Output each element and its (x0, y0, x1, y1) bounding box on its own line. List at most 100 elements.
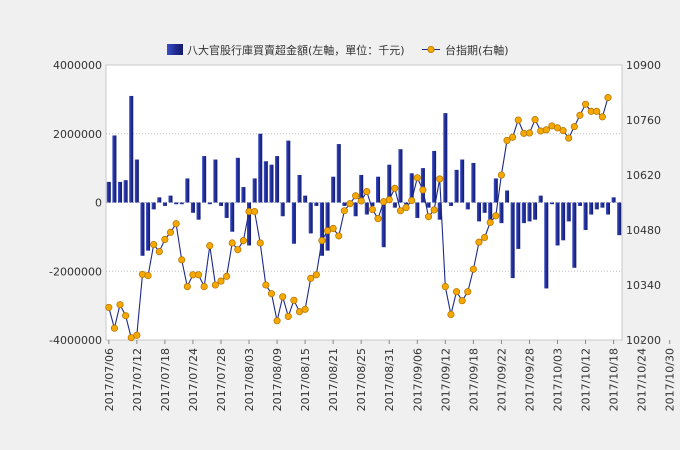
bar-32 (286, 140, 291, 203)
x-tick-8: 2017/08/21 (327, 348, 340, 411)
line-point-87 (593, 107, 601, 115)
bar-22 (230, 202, 235, 232)
bar-74 (521, 202, 526, 224)
bar-86 (589, 202, 594, 215)
line-point-84 (576, 111, 584, 119)
bar-91 (617, 202, 622, 236)
x-tick-15: 2017/09/28 (523, 348, 536, 411)
line-point-36 (307, 274, 315, 282)
x-tick-2: 2017/07/18 (159, 348, 172, 411)
line-point-12 (172, 220, 180, 228)
bar-77 (538, 195, 543, 203)
line-point-17 (200, 283, 208, 291)
line-point-48 (374, 215, 382, 223)
y-left-tick-4: -4000000 (49, 334, 102, 347)
line-point-18 (206, 242, 214, 250)
bar-21 (224, 202, 229, 218)
line-point-28 (262, 281, 270, 289)
bar-54 (409, 173, 414, 203)
line-point-32 (284, 312, 292, 320)
line-point-11 (166, 228, 175, 236)
line-point-60 (441, 283, 449, 291)
bar-45 (359, 175, 364, 203)
y-right-tick-2: 10620 (626, 169, 661, 182)
line-point-33 (290, 296, 298, 304)
x-tick-11: 2017/09/06 (411, 348, 424, 411)
bar-30 (275, 156, 280, 203)
line-point-38 (318, 237, 326, 245)
line-point-8 (150, 240, 158, 249)
bar-0 (106, 181, 111, 203)
bar-40 (331, 176, 336, 203)
line-point-67 (481, 233, 489, 242)
bar-17 (202, 156, 207, 203)
legend-label-bar: 八大官股行庫買賣超金額(左軸，單位：千元) (187, 43, 405, 57)
bar-81 (561, 202, 566, 241)
bar-57 (426, 202, 431, 208)
bar-61 (448, 202, 453, 206)
line-point-23 (234, 246, 242, 254)
bar-71 (505, 190, 510, 203)
line-point-68 (486, 218, 494, 227)
x-tick-18: 2017/10/18 (608, 348, 621, 411)
bar-14 (185, 178, 190, 203)
line-point-2 (116, 301, 124, 309)
bar-73 (516, 202, 521, 249)
line-point-43 (346, 200, 354, 208)
bar-1 (112, 135, 117, 203)
x-tick-6: 2017/08/09 (271, 348, 284, 411)
x-tick-5: 2017/08/03 (243, 348, 256, 411)
bar-56 (420, 168, 425, 203)
bar-49 (381, 202, 386, 248)
line-point-24 (239, 237, 247, 245)
bar-85 (583, 202, 588, 230)
line-point-19 (211, 281, 219, 289)
y-left-tick-2: 0 (95, 197, 102, 210)
bar-36 (308, 202, 313, 234)
bar-35 (303, 195, 308, 203)
bar-39 (325, 202, 330, 251)
bar-48 (376, 176, 381, 203)
bar-42 (342, 202, 347, 206)
legend-label-line: 台指期(右軸) (445, 43, 509, 57)
bar-70 (499, 202, 504, 224)
bar-20 (218, 202, 223, 206)
bar-15 (190, 202, 195, 213)
bar-46 (364, 202, 369, 215)
bar-47 (370, 202, 375, 206)
line-point-62 (452, 288, 461, 296)
line-point-42 (340, 207, 348, 215)
line-point-1 (110, 324, 118, 332)
bar-7 (146, 202, 151, 251)
y-right-tick-0: 10900 (626, 59, 661, 72)
line-point-81 (559, 127, 567, 135)
legend: 八大官股行庫買賣超金額(左軸，單位：千元) 台指期(右軸) (167, 43, 509, 57)
bar-41 (336, 144, 341, 203)
line-point-21 (223, 272, 231, 280)
line-point-35 (301, 305, 309, 313)
line-point-22 (228, 239, 236, 247)
x-tick-0: 2017/07/06 (103, 348, 116, 411)
line-point-47 (368, 206, 376, 214)
x-tick-17: 2017/10/12 (580, 348, 593, 411)
bar-12 (174, 202, 179, 205)
line-series (105, 94, 612, 342)
line-point-46 (363, 187, 371, 196)
bar-34 (297, 175, 302, 203)
line-point-7 (144, 272, 152, 280)
bar-50 (387, 164, 392, 203)
line-point-55 (413, 174, 421, 182)
line-point-69 (492, 212, 500, 220)
line-point-52 (396, 207, 405, 215)
bar-23 (235, 157, 240, 203)
line-point-5 (133, 331, 141, 339)
line-point-37 (312, 271, 320, 279)
bar-33 (291, 202, 296, 244)
bar-82 (566, 202, 571, 222)
x-tick-9: 2017/08/25 (355, 348, 368, 411)
line-point-0 (105, 303, 113, 311)
bar-28 (263, 161, 268, 203)
line-point-14 (183, 283, 191, 291)
line-point-31 (279, 293, 287, 301)
